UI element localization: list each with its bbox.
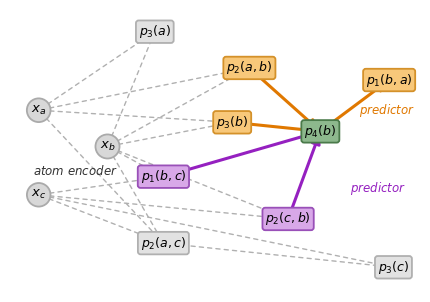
Text: $p_2(a,b)$: $p_2(a,b)$ [226, 59, 273, 76]
Text: $\mathit{atom\ encoder}$: $\mathit{atom\ encoder}$ [33, 164, 117, 178]
Text: $\mathit{predictor}$: $\mathit{predictor}$ [350, 180, 406, 197]
Text: $p_3(a)$: $p_3(a)$ [139, 23, 171, 40]
Text: $\mathit{predictor}$: $\mathit{predictor}$ [359, 102, 415, 119]
Text: $p_2(a,c)$: $p_2(a,c)$ [141, 235, 186, 252]
Text: $x_b$: $x_b$ [100, 140, 115, 153]
Text: $p_2(c,b)$: $p_2(c,b)$ [265, 210, 311, 227]
Text: $p_1(b,a)$: $p_1(b,a)$ [366, 72, 412, 88]
Text: $p_4(b)$: $p_4(b)$ [304, 123, 337, 140]
Text: $p_1(b,c)$: $p_1(b,c)$ [141, 168, 186, 185]
Text: $x_a$: $x_a$ [31, 104, 46, 117]
Text: $p_3(b)$: $p_3(b)$ [216, 114, 249, 131]
Text: $p_3(c)$: $p_3(c)$ [378, 259, 409, 276]
Text: $x_c$: $x_c$ [31, 188, 46, 201]
